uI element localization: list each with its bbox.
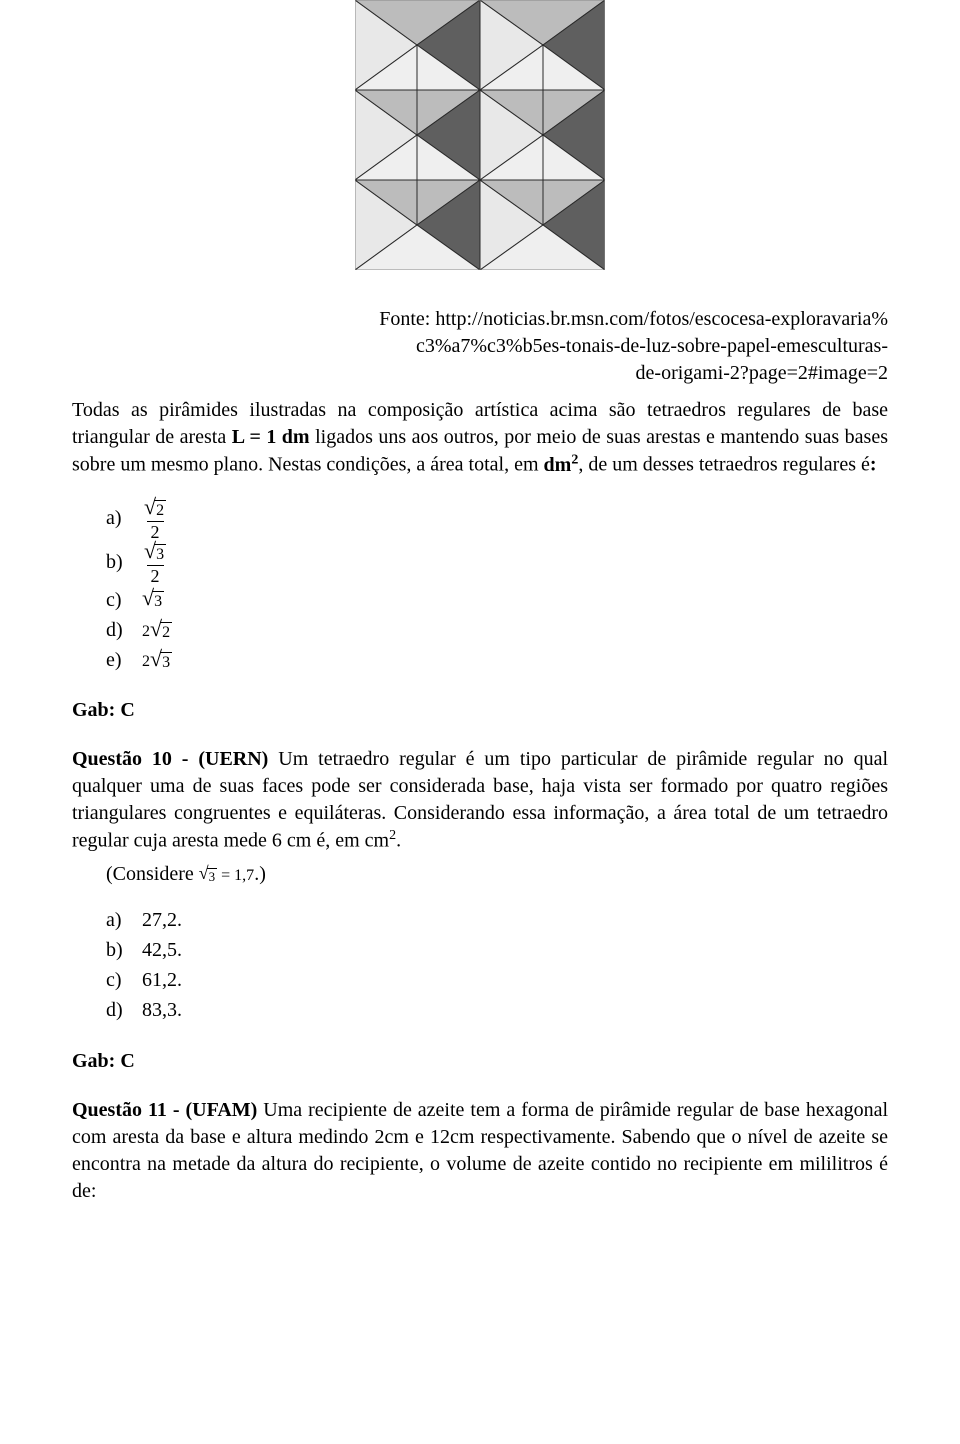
option-value: 27,2.	[142, 907, 182, 934]
source-citation: Fonte: http://noticias.br.msn.com/fotos/…	[72, 306, 888, 387]
q9-colon: :	[870, 454, 877, 476]
q10-text2: .	[396, 830, 401, 852]
coef: 2√3	[142, 647, 172, 674]
consider-eq: = 1,7	[217, 867, 254, 884]
option-value: 42,5.	[142, 937, 182, 964]
origami-figure	[72, 0, 888, 278]
source-line-2: c3%a7%c3%b5es-tonais-de-luz-sobre-papel-…	[72, 333, 888, 360]
q10-option-a: a) 27,2.	[106, 906, 888, 936]
option-label: a)	[106, 907, 128, 934]
q11-label: Questão 11 - (UFAM)	[72, 1099, 263, 1121]
coef: 2√2	[142, 617, 172, 644]
consider-pre: (Considere	[106, 863, 199, 885]
option-label: e)	[106, 647, 128, 674]
option-label: a)	[106, 505, 128, 532]
option-label: d)	[106, 617, 128, 644]
q10-option-c: c) 61,2.	[106, 966, 888, 996]
q9-prompt: Todas as pirâmides ilustradas na composi…	[72, 397, 888, 479]
option-label: b)	[106, 549, 128, 576]
fraction-sqrt3-over-2: √3 2	[142, 541, 168, 585]
option-label: c)	[106, 587, 128, 614]
source-line-1: Fonte: http://noticias.br.msn.com/fotos/…	[72, 306, 888, 333]
q10-consider: (Considere √3 = 1,7.)	[106, 861, 888, 888]
q10-prompt: Questão 10 - (UERN) Um tetraedro regular…	[72, 746, 888, 855]
option-value: 61,2.	[142, 967, 182, 994]
option-label: d)	[106, 997, 128, 1024]
origami-svg	[355, 0, 605, 270]
option-label: c)	[106, 967, 128, 994]
consider-post: .)	[254, 863, 266, 885]
source-line-3: de-origami-2?page=2#image=2	[72, 360, 888, 387]
option-value: 83,3.	[142, 997, 182, 1024]
q10-option-b: b) 42,5.	[106, 936, 888, 966]
q9-option-b: b) √3 2	[106, 541, 888, 585]
q9-text-post: , de um desses tetraedros regulares é	[578, 454, 870, 476]
q10-answer: Gab: C	[72, 1048, 888, 1075]
q9-options: a) √2 2 b) √3 2 c) √3 d) 2√2 e) 2√3	[106, 497, 888, 675]
q9-option-c: c) √3	[106, 585, 888, 615]
q9-option-d: d) 2√2	[106, 615, 888, 645]
q10-options: a) 27,2. b) 42,5. c) 61,2. d) 83,3.	[106, 906, 888, 1026]
q10-option-d: d) 83,3.	[106, 996, 888, 1026]
q9-option-e: e) 2√3	[106, 645, 888, 675]
q9-option-a: a) √2 2	[106, 497, 888, 541]
fraction-sqrt2-over-2: √2 2	[142, 497, 168, 541]
q9-bold-dm: dm2	[544, 454, 579, 476]
option-label: b)	[106, 937, 128, 964]
sqrt3: √3	[142, 588, 164, 611]
q9-answer: Gab: C	[72, 697, 888, 724]
q11-prompt: Questão 11 - (UFAM) Uma recipiente de az…	[72, 1097, 888, 1205]
q10-label: Questão 10 - (UERN)	[72, 748, 278, 770]
q9-bold-L: L = 1 dm	[232, 426, 310, 448]
sqrt3-small: √3	[199, 865, 217, 885]
